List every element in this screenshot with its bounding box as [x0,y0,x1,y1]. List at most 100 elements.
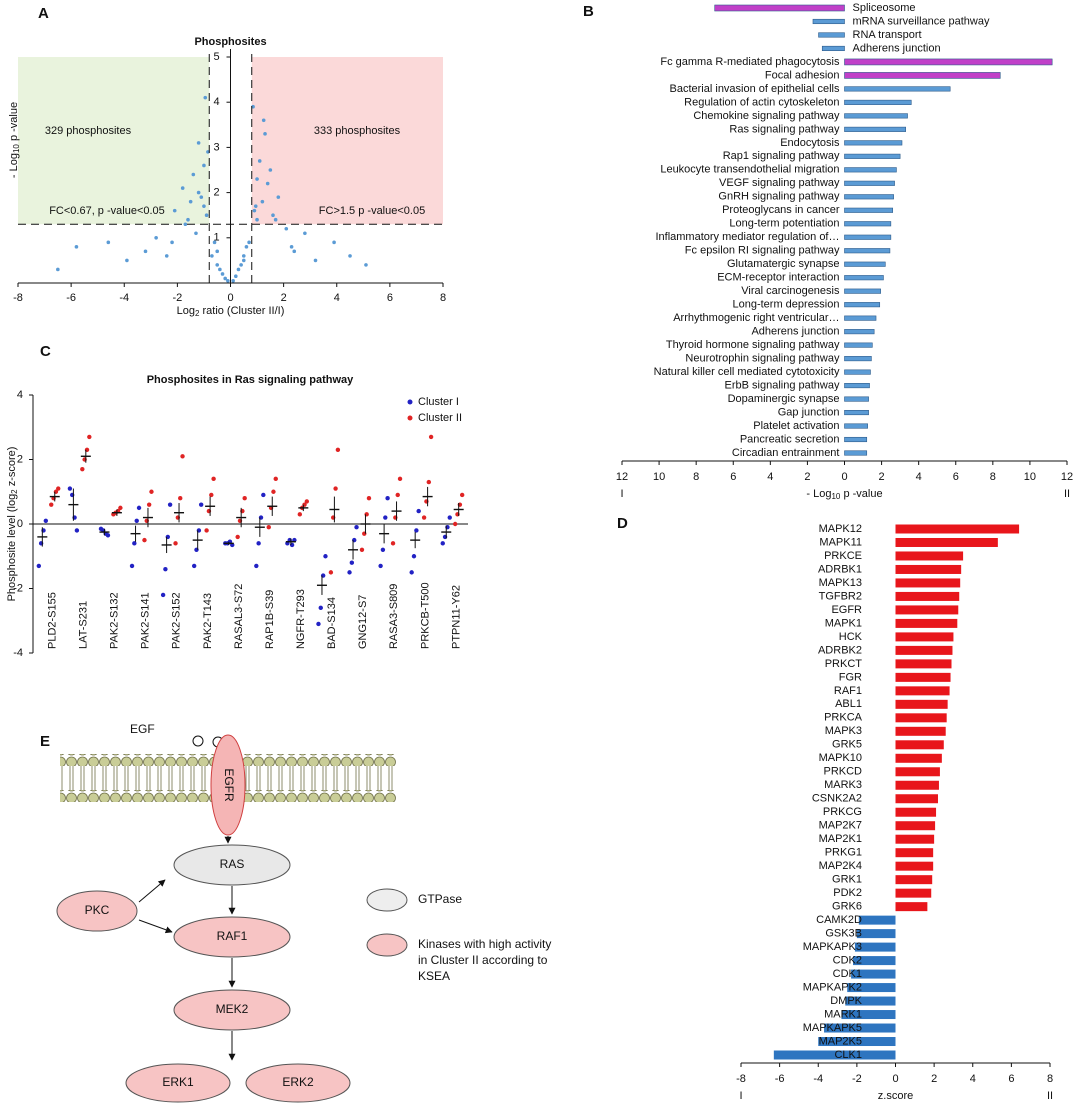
bar [844,450,868,456]
point [253,204,258,208]
category-label: Ras signaling pathway [729,123,840,135]
bar [895,834,935,844]
bar [895,524,1020,534]
point [56,267,60,272]
bar [844,261,886,267]
point [160,592,166,598]
bar [844,86,951,92]
bar [844,234,892,240]
point [154,236,158,240]
erk2-label: ERK2 [282,1075,314,1089]
point [347,570,352,575]
point [395,492,400,498]
point [215,263,220,267]
bar [844,409,869,416]
category-label: MAP2K4 [819,860,862,872]
x-tick-label: -2 [172,292,182,304]
x-tick-label: RAP1B-S39 [264,590,276,649]
category-label: Long-term potentiation [729,218,839,230]
raf1-node [173,916,291,958]
point [304,499,310,504]
y-tick-label: 0 [17,518,23,530]
point [167,502,173,507]
point [143,249,148,254]
bar [844,153,901,159]
category-label: MAPK1 [825,617,862,629]
bar [844,423,868,429]
category-label: Natural killer cell mediated cytotoxicit… [654,366,840,378]
bar [844,248,891,254]
x-axis-label: Log2 ratio (Cluster II/I) [177,305,285,318]
end-label: II [1064,488,1070,500]
bar [854,942,896,952]
bar [895,578,961,588]
bar [845,996,896,1006]
category-label: Spliceosome [853,2,916,14]
category-label: PRKCT [825,658,863,670]
region-down [18,57,210,225]
category-label: MAPK13 [819,577,862,589]
y-axis-label-sub: 10 [12,144,21,153]
x-tick-label: 4 [970,1073,976,1085]
egfr-label: EGFR [222,768,236,802]
y-tick-label: 4 [17,389,23,401]
x-tick-label: GNG12-S7 [357,595,369,649]
chart-title: Phosphosites [194,36,266,48]
category-label: ADRBK1 [818,563,862,575]
category-label: PDK2 [833,887,862,899]
point [202,204,206,208]
category-label: FGR [839,671,862,683]
category-label: Neurotrophin signaling pathway [685,353,840,365]
category-label: Gap junction [778,406,840,418]
category-label: EGFR [831,604,862,616]
point [204,528,209,533]
category-label: MAP2K1 [819,833,862,845]
x-tick-label: PTPN11-Y62 [450,585,462,649]
panel-labels: A B C D E [38,3,628,750]
x-tick-label: -8 [736,1073,746,1085]
x-tick-label: 4 [916,471,922,483]
point [220,272,225,276]
x-axis-label-part: ratio (Cluster II/I) [199,305,284,317]
category-label: MAPK10 [819,752,862,764]
point [380,547,386,552]
bar [844,288,881,294]
point [172,208,177,213]
point [244,245,249,249]
category-label: Regulation of actin cytoskeleton [684,96,839,108]
arrow [138,919,173,934]
x-tick-label: -4 [119,292,129,304]
point [378,563,383,569]
point [323,554,328,559]
erk1-label: ERK1 [162,1075,194,1089]
point [411,554,417,559]
x-axis-label: z.score [878,1090,913,1102]
pkc-label: PKC [85,903,110,917]
point [265,181,270,186]
category-label: VEGF signaling pathway [719,177,840,189]
point [303,231,307,236]
x-tick-label: 4 [334,292,340,304]
point [196,190,201,195]
point [332,240,336,245]
x-tick-label: -8 [13,292,23,304]
point [105,533,111,538]
x-axis-label-sub: 10 [831,492,840,501]
x-tick-label: 2 [281,292,287,304]
point [271,213,275,217]
point [218,267,222,272]
category-label: mRNA surveillance pathway [853,15,990,27]
category-label: Viral carcinogenesis [741,285,840,297]
point [67,486,73,491]
bar [895,645,953,655]
category-label: Fc epsilon RI signaling pathway [685,245,840,257]
category-label: PRKCA [824,712,863,724]
point [364,263,368,267]
point [348,254,352,258]
bar [895,888,932,898]
point [366,496,372,501]
category-label: Proteoglycans in cancer [722,204,840,216]
point [87,434,92,440]
point [215,249,220,254]
